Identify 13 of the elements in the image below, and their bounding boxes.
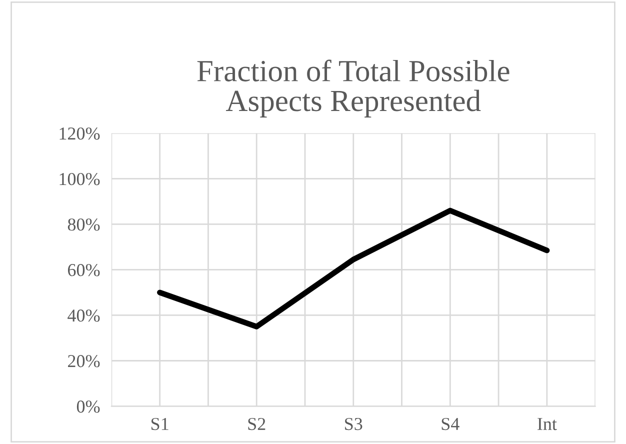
x-tick-label: S4 — [442, 418, 460, 430]
x-tick-label: S1 — [151, 418, 168, 430]
y-tick-label: 0% — [76, 400, 100, 413]
chart-title: Fraction of Total Possible Aspects Represented — [197, 60, 510, 118]
y-tick-label: 20% — [68, 355, 100, 368]
y-tick-label: 40% — [68, 309, 100, 322]
x-tick-label: Int — [538, 418, 557, 430]
x-tick-label: S2 — [248, 418, 266, 430]
y-tick-label: 100% — [60, 172, 100, 186]
y-tick-label: 60% — [68, 264, 100, 276]
y-tick-label: 80% — [68, 218, 100, 231]
y-tick-label: 120% — [60, 127, 100, 140]
x-tick-label: S3 — [345, 418, 362, 430]
